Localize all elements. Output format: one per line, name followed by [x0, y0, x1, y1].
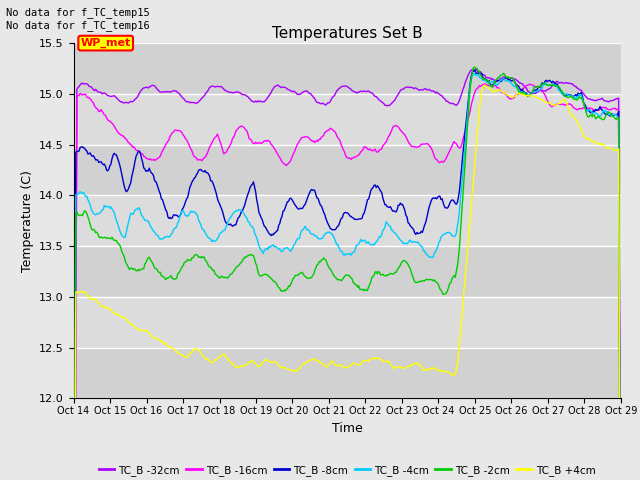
Bar [74, 297, 621, 348]
Bar [74, 348, 621, 398]
Bar [74, 43, 621, 94]
Bar [74, 246, 621, 297]
Text: No data for f_TC_temp15
No data for f_TC_temp16: No data for f_TC_temp15 No data for f_TC… [6, 7, 150, 31]
Text: WP_met: WP_met [81, 38, 131, 48]
Bar [74, 144, 621, 195]
Y-axis label: Temperature (C): Temperature (C) [20, 170, 33, 272]
Title: Temperatures Set B: Temperatures Set B [272, 25, 422, 41]
Legend: TC_B -32cm, TC_B -16cm, TC_B -8cm, TC_B -4cm, TC_B -2cm, TC_B +4cm: TC_B -32cm, TC_B -16cm, TC_B -8cm, TC_B … [94, 460, 600, 480]
Bar [74, 195, 621, 246]
Bar [74, 94, 621, 144]
X-axis label: Time: Time [332, 421, 363, 434]
